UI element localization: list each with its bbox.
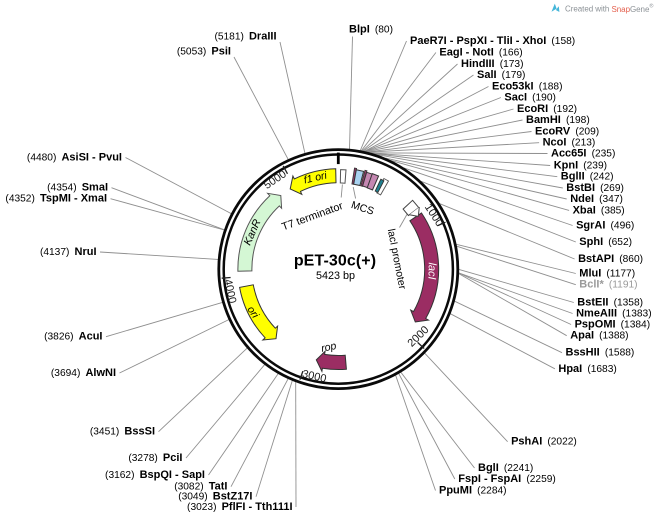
- svg-text:ApaI (1388): ApaI (1388): [570, 330, 628, 342]
- svg-text:EagI - NotI (166): EagI - NotI (166): [439, 47, 522, 59]
- svg-text:SphI (652): SphI (652): [579, 236, 632, 248]
- svg-text:(3451) BssSI: (3451) BssSI: [90, 426, 155, 438]
- svg-text:Eco53kI (188): Eco53kI (188): [492, 81, 562, 93]
- svg-text:(3278) PciI: (3278) PciI: [128, 452, 182, 464]
- svg-text:MluI (1177): MluI (1177): [579, 268, 635, 280]
- svg-text:PpuMI (2284): PpuMI (2284): [439, 485, 507, 497]
- svg-text:(3162) BspQI - SapI: (3162) BspQI - SapI: [105, 469, 205, 481]
- svg-text:BglI (2241): BglI (2241): [478, 462, 533, 474]
- svg-text:NcoI (213): NcoI (213): [543, 137, 596, 149]
- svg-text:(4137) NruI: (4137) NruI: [40, 246, 97, 258]
- svg-text:(3082) TatI: (3082) TatI: [174, 481, 227, 493]
- svg-text:SalI (179): SalI (179): [477, 69, 525, 81]
- svg-text:PaeR7I - PspXI - TliI - XhoI (: PaeR7I - PspXI - TliI - XhoI (158): [410, 35, 575, 47]
- svg-text:f1 ori: f1 ori: [303, 169, 329, 186]
- svg-text:BglII (242): BglII (242): [561, 171, 614, 183]
- svg-text:BstBI (269): BstBI (269): [566, 182, 624, 194]
- svg-text:(3049) BstZ17I: (3049) BstZ17I: [178, 491, 252, 503]
- svg-text:Created with SnapGene®: Created with SnapGene®: [565, 2, 653, 13]
- svg-text:(3826) AcuI: (3826) AcuI: [44, 331, 102, 343]
- svg-text:BclI* (1191): BclI* (1191): [579, 279, 637, 291]
- svg-text:HindIII (173): HindIII (173): [461, 58, 524, 70]
- svg-text:3000: 3000: [301, 368, 328, 385]
- svg-text:NdeI (347): NdeI (347): [570, 193, 623, 205]
- svg-text:BstEII (1358): BstEII (1358): [577, 297, 643, 309]
- svg-text:(5053) PsiI: (5053) PsiI: [177, 46, 231, 58]
- svg-text:XbaI (385): XbaI (385): [573, 204, 625, 216]
- svg-text:(4480) AsiSI - PvuI: (4480) AsiSI - PvuI: [27, 152, 122, 164]
- svg-text:FspI - FspAI (2259): FspI - FspAI (2259): [458, 473, 556, 485]
- svg-text:BstAPI (860): BstAPI (860): [578, 253, 643, 265]
- svg-text:EcoRV (209): EcoRV (209): [535, 126, 599, 138]
- svg-text:(3694) AlwNI: (3694) AlwNI: [51, 367, 116, 379]
- svg-text:5423 bp: 5423 bp: [316, 270, 355, 282]
- svg-text:PshAI (2022): PshAI (2022): [511, 436, 577, 448]
- svg-text:Acc65I (235): Acc65I (235): [551, 148, 615, 160]
- svg-text:PspOMI (1384): PspOMI (1384): [575, 319, 651, 331]
- svg-text:(4352) TspMI - XmaI: (4352) TspMI - XmaI: [5, 193, 107, 205]
- svg-text:4000: 4000: [221, 278, 238, 304]
- svg-text:KpnI (239): KpnI (239): [554, 160, 607, 172]
- svg-text:SgrAI (496): SgrAI (496): [576, 220, 634, 232]
- svg-text:lacI: lacI: [425, 262, 437, 279]
- svg-text:SacI (190): SacI (190): [504, 92, 556, 104]
- svg-text:HpaI (1683): HpaI (1683): [558, 363, 616, 375]
- svg-text:EcoRI (192): EcoRI (192): [517, 103, 577, 115]
- svg-text:BamHI (198): BamHI (198): [526, 114, 590, 126]
- svg-text:(5181) DraIII: (5181) DraIII: [214, 31, 276, 43]
- svg-text:rop: rop: [320, 340, 337, 355]
- svg-text:pET-30c(+): pET-30c(+): [294, 253, 376, 270]
- svg-text:BssHII (1588): BssHII (1588): [566, 347, 635, 359]
- svg-text:BlpI (80): BlpI (80): [349, 24, 393, 36]
- svg-text:(3023) PflFI - Tth111I: (3023) PflFI - Tth111I: [187, 501, 292, 513]
- svg-text:NmeAIII (1383): NmeAIII (1383): [576, 308, 652, 320]
- svg-text:(4354) SmaI: (4354) SmaI: [47, 182, 108, 194]
